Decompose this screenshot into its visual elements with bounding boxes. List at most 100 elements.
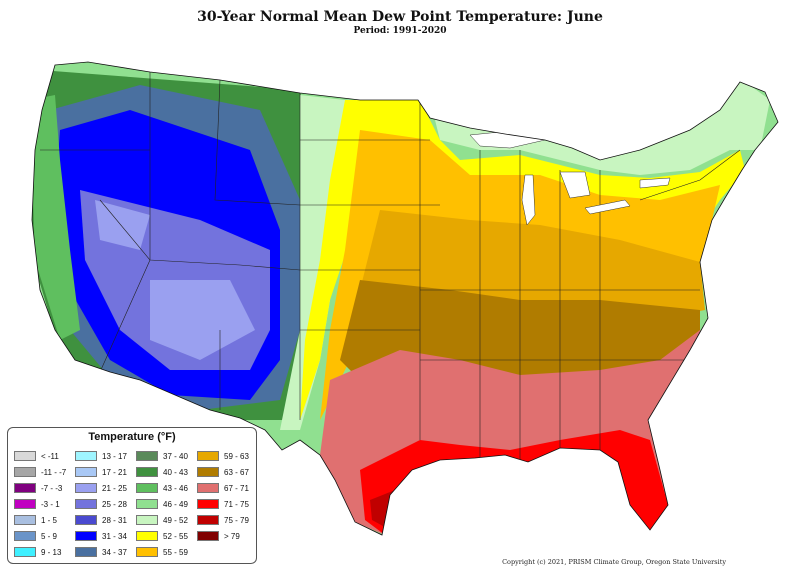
legend-label: 71 - 75	[224, 499, 249, 509]
zone-43-46-coast	[32, 95, 80, 340]
legend-label: 55 - 59	[163, 547, 188, 557]
legend-label: 25 - 28	[102, 499, 127, 509]
legend-swatch	[136, 467, 158, 477]
legend-item: 25 - 28	[75, 498, 127, 510]
legend-label: 67 - 71	[224, 483, 249, 493]
legend-label: 17 - 21	[102, 467, 127, 477]
legend-label: -3 - 1	[41, 499, 60, 509]
legend: Temperature (°F) < -11 -11 - -7 -7 - -3 -3 …	[7, 427, 257, 564]
legend-label: 75 - 79	[224, 515, 249, 525]
legend-item: 13 - 17	[75, 450, 127, 462]
legend-label: 59 - 63	[224, 451, 249, 461]
legend-item: 52 - 55	[136, 530, 188, 542]
legend-swatch	[197, 451, 219, 461]
legend-swatch	[136, 483, 158, 493]
legend-swatch	[75, 483, 97, 493]
legend-item: 28 - 31	[75, 514, 127, 526]
legend-item: -7 - -3	[14, 482, 62, 494]
legend-label: 1 - 5	[41, 515, 58, 525]
state-boundaries	[40, 72, 741, 460]
copyright-notice: Copyright (c) 2021, PRISM Climate Group,…	[502, 558, 726, 566]
legend-label: 31 - 34	[102, 531, 127, 541]
legend-swatch	[75, 451, 97, 461]
legend-swatch	[197, 531, 219, 541]
zone-21-25-b	[95, 200, 150, 250]
legend-swatch	[75, 531, 97, 541]
legend-label: 37 - 40	[163, 451, 188, 461]
legend-swatch	[75, 467, 97, 477]
legend-item: 59 - 63	[197, 450, 249, 462]
legend-label: 40 - 43	[163, 467, 188, 477]
legend-swatch	[197, 467, 219, 477]
legend-item: 67 - 71	[197, 482, 249, 494]
legend-item: 43 - 46	[136, 482, 188, 494]
legend-item: 1 - 5	[14, 514, 57, 526]
legend-label: -11 - -7	[41, 467, 67, 477]
lake-michigan	[521, 174, 536, 226]
legend-label: -7 - -3	[41, 483, 63, 493]
legend-item: 5 - 9	[14, 530, 57, 542]
legend-swatch	[75, 547, 97, 557]
legend-label: 5 - 9	[41, 531, 58, 541]
legend-label: 43 - 46	[163, 483, 188, 493]
legend-swatch	[75, 515, 97, 525]
legend-item: 71 - 75	[197, 498, 249, 510]
legend-item: > 79	[197, 530, 240, 542]
legend-swatch	[136, 547, 158, 557]
legend-label: 21 - 25	[102, 483, 127, 493]
legend-item: 46 - 49	[136, 498, 188, 510]
legend-label: 63 - 67	[224, 467, 249, 477]
zone-21-25	[150, 280, 255, 360]
legend-label: > 79	[224, 531, 240, 541]
legend-swatch	[197, 483, 219, 493]
legend-swatch	[197, 499, 219, 509]
legend-label: 34 - 37	[102, 547, 127, 557]
map-period: Period: 1991-2020	[353, 26, 447, 36]
legend-item: 37 - 40	[136, 450, 188, 462]
zone-71-75	[360, 430, 668, 535]
legend-swatch	[136, 531, 158, 541]
zone-67-71	[320, 330, 710, 535]
legend-swatch	[14, 515, 36, 525]
lake-ontario	[639, 177, 671, 189]
legend-item: 40 - 43	[136, 466, 188, 478]
map-title: 30-Year Normal Mean Dew Point Temperatur…	[197, 9, 603, 25]
legend-swatch	[14, 547, 36, 557]
legend-item: 9 - 13	[14, 546, 61, 558]
lake-huron	[559, 171, 591, 199]
legend-swatch	[197, 515, 219, 525]
legend-label: 13 - 17	[102, 451, 127, 461]
legend-item: 55 - 59	[136, 546, 188, 558]
us-outline	[31, 61, 779, 536]
legend-swatch	[14, 467, 36, 477]
legend-label: < -11	[41, 451, 59, 461]
legend-swatch	[136, 451, 158, 461]
legend-item: 63 - 67	[197, 466, 249, 478]
legend-item: 75 - 79	[197, 514, 249, 526]
legend-label: 28 - 31	[102, 515, 127, 525]
zone-49-52-north	[430, 78, 770, 175]
legend-item: 17 - 21	[75, 466, 127, 478]
legend-label: 9 - 13	[41, 547, 62, 557]
legend-swatch	[14, 499, 36, 509]
legend-swatch	[136, 515, 158, 525]
legend-item: 21 - 25	[75, 482, 127, 494]
legend-item: -11 - -7	[14, 466, 66, 478]
legend-item: 31 - 34	[75, 530, 127, 542]
lake-erie	[584, 199, 631, 215]
legend-item: 34 - 37	[75, 546, 127, 558]
legend-swatch	[75, 499, 97, 509]
legend-label: 49 - 52	[163, 515, 188, 525]
legend-title: Temperature (°F)	[88, 431, 176, 443]
legend-swatch	[136, 499, 158, 509]
legend-label: 46 - 49	[163, 499, 188, 509]
legend-swatch	[14, 483, 36, 493]
legend-label: 52 - 55	[163, 531, 188, 541]
legend-item: < -11	[14, 450, 59, 462]
legend-swatch	[14, 451, 36, 461]
legend-swatch	[14, 531, 36, 541]
legend-item: -3 - 1	[14, 498, 60, 510]
legend-item: 49 - 52	[136, 514, 188, 526]
